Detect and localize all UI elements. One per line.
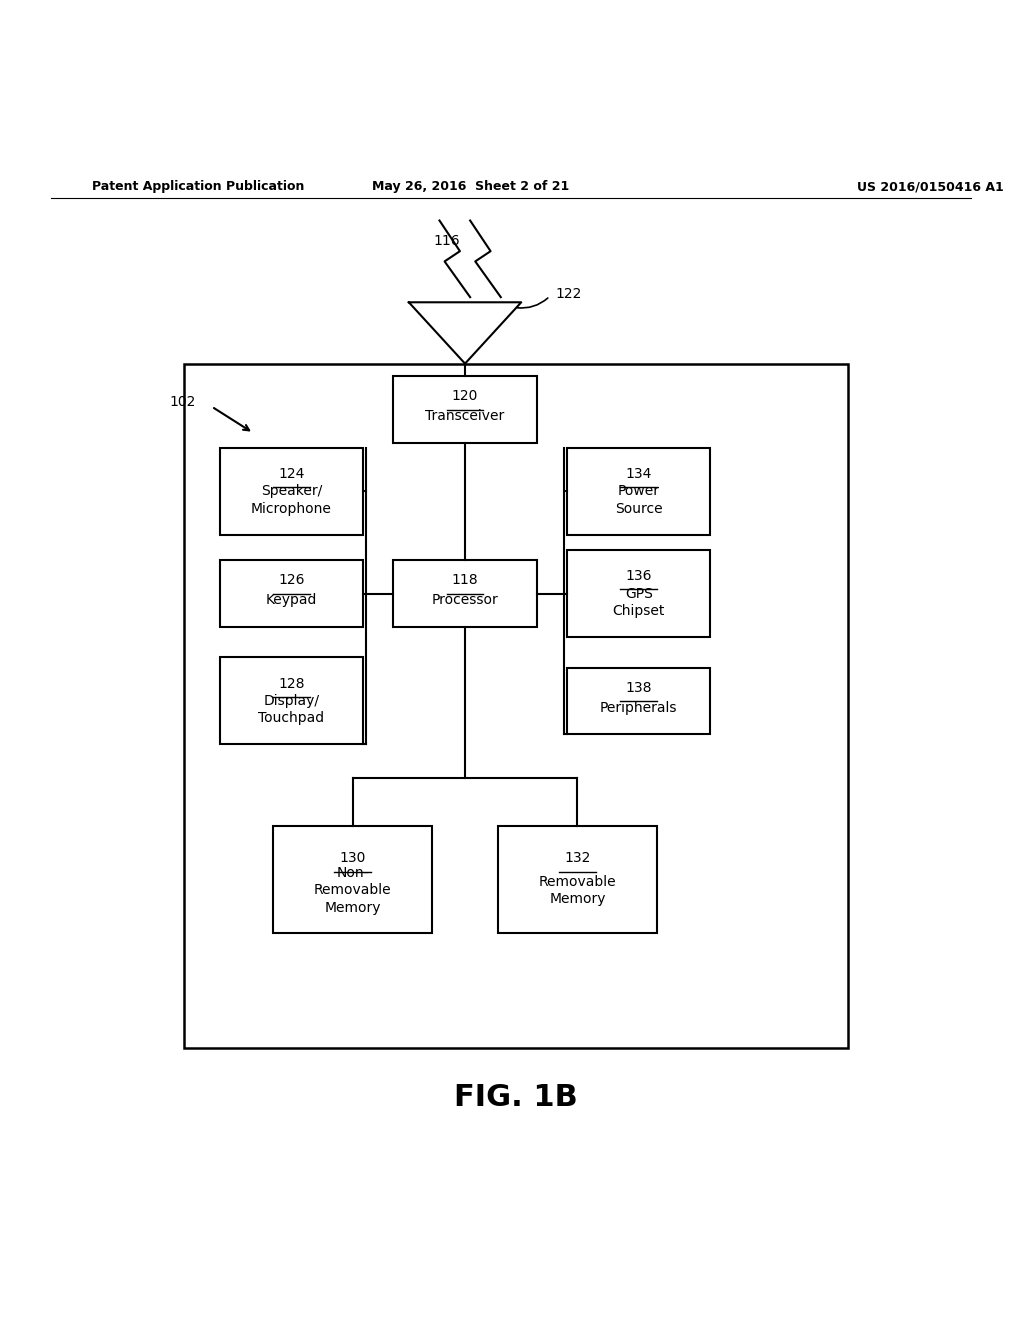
Text: 120: 120 — [452, 389, 478, 404]
Text: 128: 128 — [279, 677, 304, 690]
Bar — [393, 561, 537, 627]
Text: 124: 124 — [279, 467, 304, 480]
Text: FIG. 1B: FIG. 1B — [455, 1082, 578, 1111]
Text: Patent Application Publication: Patent Application Publication — [92, 181, 304, 193]
Text: 134: 134 — [626, 467, 652, 480]
Bar — [184, 363, 848, 1048]
Text: US 2016/0150416 A1: US 2016/0150416 A1 — [857, 181, 1004, 193]
Text: May 26, 2016  Sheet 2 of 21: May 26, 2016 Sheet 2 of 21 — [372, 181, 568, 193]
Bar — [567, 668, 711, 734]
Text: Power
Source: Power Source — [615, 484, 663, 516]
Bar — [567, 550, 711, 638]
Bar — [393, 376, 537, 442]
Text: 132: 132 — [564, 851, 591, 866]
Text: GPS
Chipset: GPS Chipset — [612, 586, 665, 618]
Bar — [220, 657, 362, 744]
Text: 102: 102 — [170, 396, 197, 409]
Text: Keypad: Keypad — [265, 593, 317, 607]
Bar — [567, 447, 711, 535]
Text: 138: 138 — [626, 681, 652, 694]
Bar — [499, 826, 656, 933]
Text: Processor: Processor — [432, 593, 499, 607]
Text: 118: 118 — [452, 573, 478, 587]
Text: 122: 122 — [555, 288, 582, 301]
Text: Display/
Touchpad: Display/ Touchpad — [258, 694, 325, 725]
Text: 116: 116 — [433, 234, 460, 248]
Bar — [220, 447, 362, 535]
Text: Peripherals: Peripherals — [600, 701, 678, 714]
Text: Transceiver: Transceiver — [425, 409, 505, 424]
Text: Non-
Removable
Memory: Non- Removable Memory — [313, 866, 391, 915]
Text: 126: 126 — [279, 573, 304, 587]
Bar — [273, 826, 432, 933]
Text: 136: 136 — [626, 569, 652, 583]
Text: 130: 130 — [339, 851, 366, 866]
Text: Removable
Memory: Removable Memory — [539, 875, 616, 906]
Text: Speaker/
Microphone: Speaker/ Microphone — [251, 484, 332, 516]
Bar — [220, 561, 362, 627]
